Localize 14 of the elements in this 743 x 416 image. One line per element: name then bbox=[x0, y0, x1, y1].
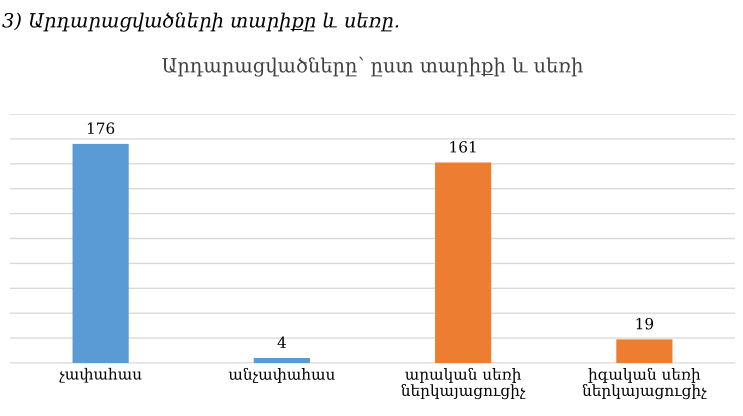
x-tick-label: իգական սեռի ներկայացուցիչ bbox=[582, 368, 707, 400]
data-label: 4 bbox=[277, 336, 286, 348]
x-tick-label: արական սեռի ներկայացուցիչ bbox=[402, 368, 526, 400]
data-label: 19 bbox=[636, 318, 654, 330]
bar bbox=[72, 144, 129, 363]
x-tick-label: չափահաս bbox=[59, 368, 142, 383]
x-tick-label: անչափահաս bbox=[228, 368, 335, 383]
bar bbox=[616, 339, 672, 363]
bar bbox=[435, 162, 492, 363]
data-label: 161 bbox=[450, 141, 476, 153]
bar bbox=[254, 358, 310, 363]
data-label: 176 bbox=[88, 122, 114, 134]
text: 3) Արդարացվածների տարիքը և սեռը. bbox=[2, 12, 398, 32]
chart-title: Արդարացվածները՝ ըստ տարիքի և սեռի bbox=[162, 56, 583, 77]
